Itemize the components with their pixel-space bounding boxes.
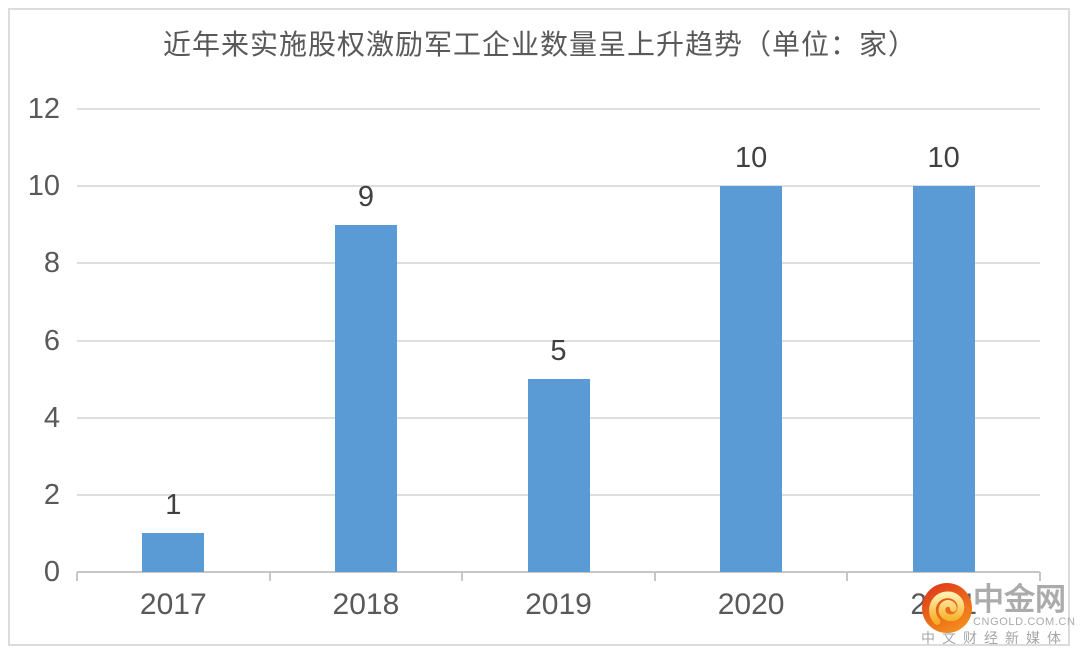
x-axis-tick	[461, 572, 464, 581]
gridline-y12	[77, 108, 1040, 110]
y-tick-label-10: 10	[27, 170, 60, 203]
y-tick-label-12: 12	[27, 93, 60, 125]
x-axis-tick	[76, 572, 78, 581]
chart-title: 近年来实施股权激励军工企业数量呈上升趋势（单位：家）	[162, 29, 917, 60]
x-axis-tick	[1039, 572, 1041, 581]
x-axis-tick	[653, 572, 656, 581]
value-label-2018: 9	[357, 180, 374, 213]
gridline-y8	[77, 262, 1040, 265]
bar-2018	[334, 224, 397, 572]
y-tick-label-2: 2	[43, 478, 60, 511]
cngold-swirl-icon	[922, 583, 972, 633]
gridline-y10	[77, 185, 1040, 188]
y-tick-label-6: 6	[43, 324, 60, 357]
watermark-brand: 中金网	[973, 582, 1066, 617]
bar-2017	[142, 533, 205, 572]
y-tick-label-4: 4	[43, 401, 60, 434]
watermark: 中金网 CNGOLD.COM.CN 中文财经新媒体	[914, 582, 1076, 648]
value-label-2021: 10	[927, 142, 960, 175]
x-tick-label-2020: 2020	[717, 588, 785, 621]
gridline-y6	[77, 339, 1040, 342]
watermark-tagline: 中文财经新媒体	[921, 630, 1068, 646]
chart-frame	[8, 8, 1070, 646]
y-tick-label-8: 8	[43, 247, 60, 280]
x-axis-tick	[268, 572, 271, 581]
value-label-2017: 1	[165, 489, 182, 522]
value-label-2020: 10	[734, 142, 768, 175]
bar-2019	[527, 379, 590, 572]
bar-2021	[912, 186, 975, 572]
x-axis-tick	[846, 572, 849, 581]
x-axis-line	[77, 571, 1040, 573]
x-tick-label-2017: 2017	[139, 588, 207, 621]
x-tick-label-2019: 2019	[525, 588, 592, 621]
watermark-domain: CNGOLD.COM.CN	[973, 616, 1076, 628]
bar-2020	[720, 186, 783, 572]
y-tick-label-0: 0	[43, 556, 60, 588]
value-label-2019: 5	[550, 335, 567, 368]
x-tick-label-2018: 2018	[332, 588, 400, 621]
